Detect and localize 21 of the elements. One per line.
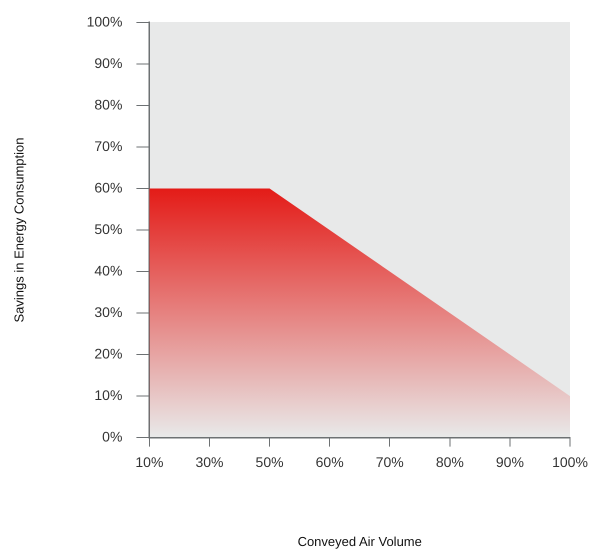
y-tick-label: 50% (94, 220, 122, 237)
x-tick-label: 50% (256, 454, 284, 470)
y-tick-label: 80% (94, 96, 122, 112)
x-tick-label: 80% (436, 454, 464, 470)
y-tick-label: 90% (94, 54, 122, 71)
x-axis-title: Conveyed Air Volume (298, 534, 422, 549)
y-tick-label: 100% (86, 13, 122, 30)
x-tick-label: 90% (496, 454, 524, 470)
y-tick-label: 20% (94, 345, 122, 362)
y-tick-label: 0% (102, 428, 122, 444)
x-tick-label: 70% (376, 454, 404, 470)
y-tick-label: 30% (94, 304, 122, 320)
y-axis-title: Savings in Energy Consumption (11, 138, 26, 322)
x-tick-label: 100% (552, 454, 588, 470)
x-tick-label: 30% (195, 454, 224, 470)
x-tick-label: 60% (316, 454, 344, 470)
x-tick-label: 10% (135, 454, 164, 470)
y-tick-label: 40% (94, 262, 122, 278)
y-tick-label: 60% (94, 179, 122, 196)
y-tick-label: 70% (94, 138, 122, 154)
y-tick-label: 10% (94, 386, 122, 403)
